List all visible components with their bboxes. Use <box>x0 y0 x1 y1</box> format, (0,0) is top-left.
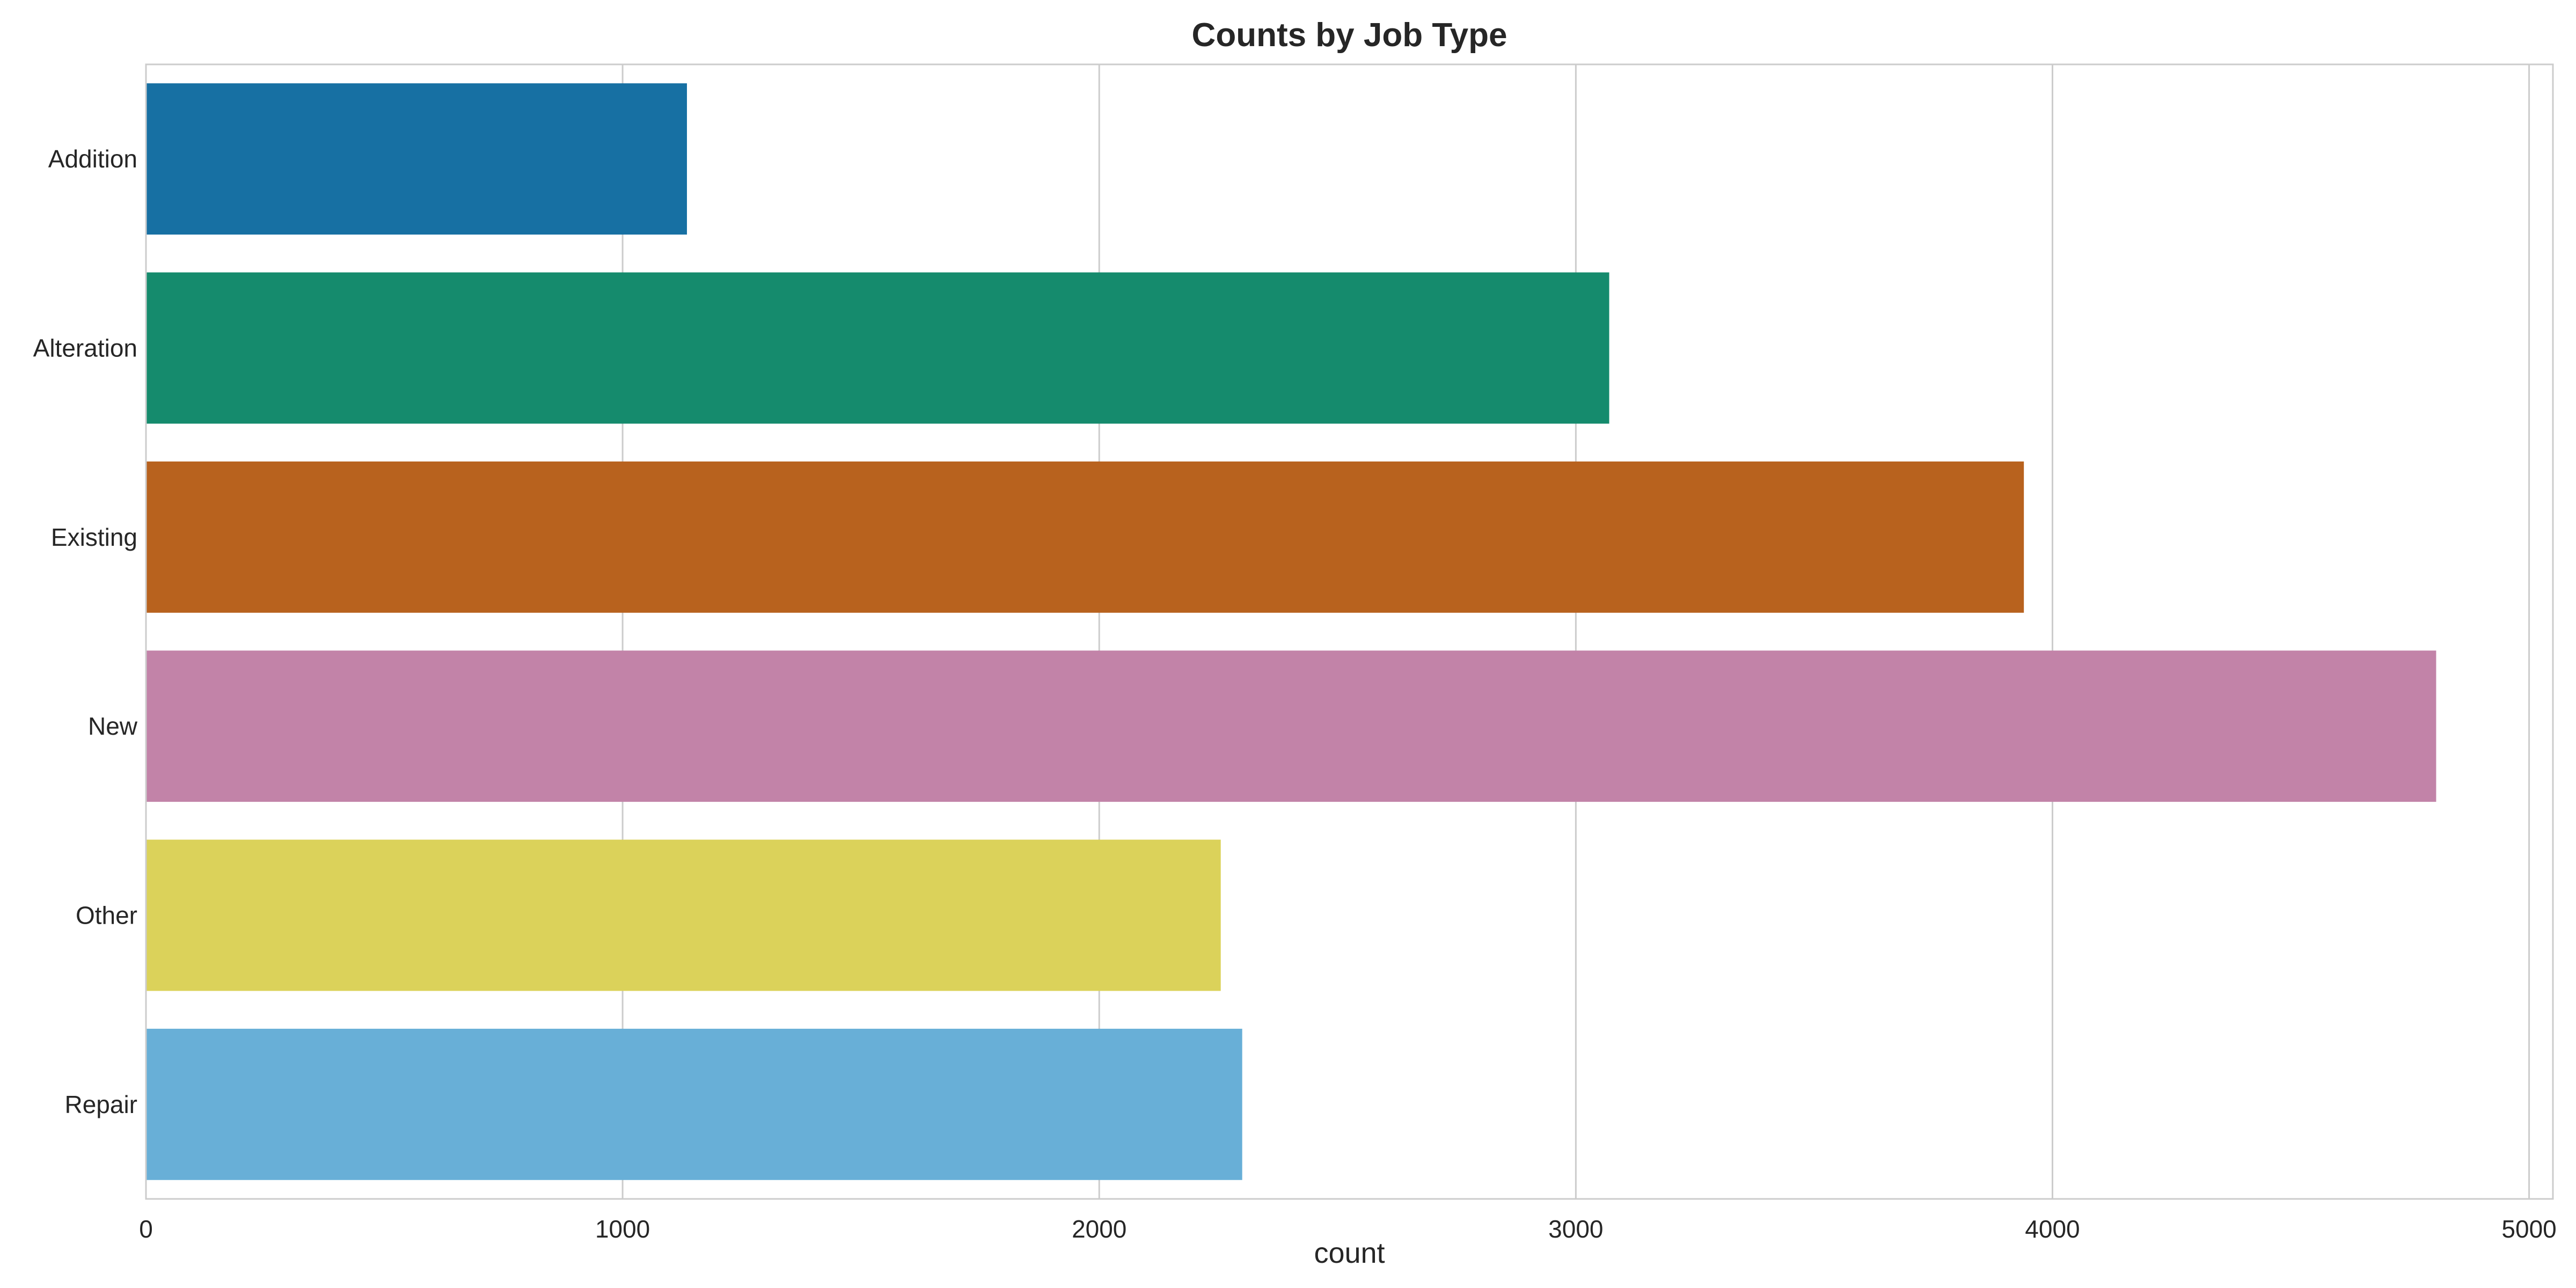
y-axis-category-labels: Addition Alteration Existing New Other Repair <box>33 145 138 1118</box>
y-tick-label: Repair <box>64 1091 137 1118</box>
x-axis-ticks: 0 1000 2000 3000 4000 5000 <box>139 1215 2557 1243</box>
x-tick-label: 4000 <box>2025 1215 2080 1243</box>
bar-new <box>146 650 2436 802</box>
bar-other <box>146 839 1221 991</box>
y-tick-label: Existing <box>51 523 137 551</box>
x-tick-label: 1000 <box>595 1215 650 1243</box>
y-tick-label: New <box>88 712 138 740</box>
x-tick-label: 3000 <box>1548 1215 1603 1243</box>
y-tick-label: Alteration <box>33 334 137 362</box>
bar-addition <box>146 83 687 235</box>
y-tick-label: Other <box>76 902 137 930</box>
x-tick-label: 5000 <box>2501 1215 2556 1243</box>
x-tick-label: 2000 <box>1072 1215 1126 1243</box>
bar-existing <box>146 461 2024 613</box>
bar-alteration <box>146 272 1609 424</box>
y-tick-label: Addition <box>48 145 137 173</box>
bar-repair <box>146 1028 1242 1180</box>
bars <box>146 83 2436 1180</box>
chart-title: Counts by Job Type <box>1192 17 1507 54</box>
x-axis-label: count <box>1314 1237 1385 1269</box>
x-tick-label: 0 <box>139 1215 153 1243</box>
plot-frame <box>145 63 2554 1200</box>
